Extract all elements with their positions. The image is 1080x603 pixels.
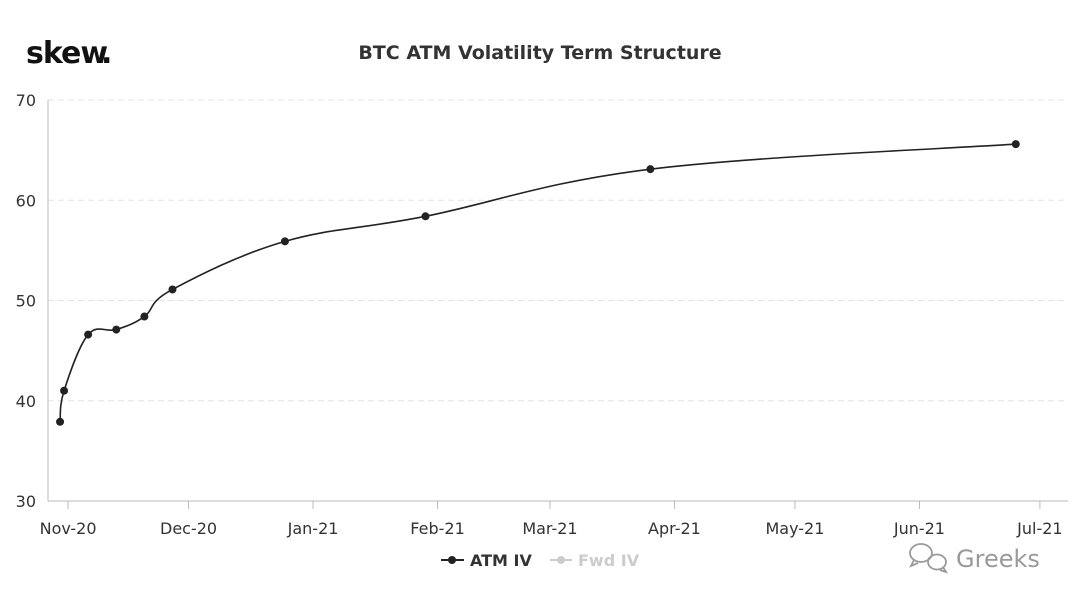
legend-item-atm-iv[interactable]: ATM IV: [441, 551, 533, 570]
data-point-atm-iv-2020-11-13: [112, 325, 121, 334]
grid-lines: [48, 99, 1068, 402]
y-tick-label-70: 70: [16, 91, 36, 110]
data-point-atm-iv-2020-12-25: [280, 237, 289, 246]
watermark-text: Greeks: [956, 545, 1040, 573]
data-point-atm-iv-2021-01-29: [421, 212, 430, 221]
watermark: Greeks: [909, 543, 1040, 574]
x-tick-label-feb-21: Feb-21: [410, 519, 464, 538]
y-axis-ticks: 30 40 50 60 70: [16, 91, 36, 511]
x-axis-ticks: Nov-20 Dec-20 Jan-21 Feb-21 Mar-21 Apr-21 May-…: [40, 501, 1063, 538]
data-point-atm-iv-2021-06-25: [1011, 140, 1020, 149]
x-tick-label-nov-20: Nov-20: [40, 519, 97, 538]
y-tick-label-60: 60: [16, 191, 36, 210]
data-point-atm-iv-2020-11-27: [168, 285, 177, 294]
legend: ATM IV Fwd IV: [441, 551, 640, 570]
x-tick-label-mar-21: Mar-21: [522, 519, 577, 538]
logo-dot: .: [101, 36, 111, 71]
series-atm-iv: [56, 140, 1020, 426]
legend-marker-atm-iv: [448, 556, 456, 564]
legend-item-fwd-iv[interactable]: Fwd IV: [550, 551, 640, 570]
y-tick-label-30: 30: [16, 492, 36, 511]
wechat-icon: [909, 543, 949, 574]
x-tick-label-jan-21: Jan-21: [287, 519, 339, 538]
legend-marker-fwd-iv: [557, 556, 565, 564]
skew-logo: skew .: [26, 36, 112, 71]
y-tick-label-50: 50: [16, 292, 36, 311]
data-point-atm-iv-2020-11-06: [84, 330, 93, 339]
x-tick-label-apr-21: Apr-21: [648, 519, 701, 538]
axes: [47, 100, 1068, 502]
data-point-atm-iv-2020-10-31: [60, 386, 69, 395]
logo-text: skew: [26, 36, 107, 71]
data-point-atm-iv-2020-11-20: [140, 312, 149, 321]
legend-label-fwd-iv: Fwd IV: [578, 551, 640, 570]
y-tick-label-40: 40: [16, 392, 36, 411]
x-tick-label-jun-21: Jun-21: [893, 519, 945, 538]
chart-title: BTC ATM Volatility Term Structure: [358, 42, 721, 64]
x-tick-label-may-21: May-21: [765, 519, 824, 538]
legend-label-atm-iv: ATM IV: [470, 551, 533, 570]
x-tick-label-jul-21: Jul-21: [1016, 519, 1062, 538]
data-point-atm-iv-2021-03-26: [646, 165, 655, 174]
data-point-atm-iv-2020-10-30: [56, 417, 65, 426]
x-tick-label-dec-20: Dec-20: [160, 519, 217, 538]
series-line-atm-iv: [59, 143, 1016, 422]
